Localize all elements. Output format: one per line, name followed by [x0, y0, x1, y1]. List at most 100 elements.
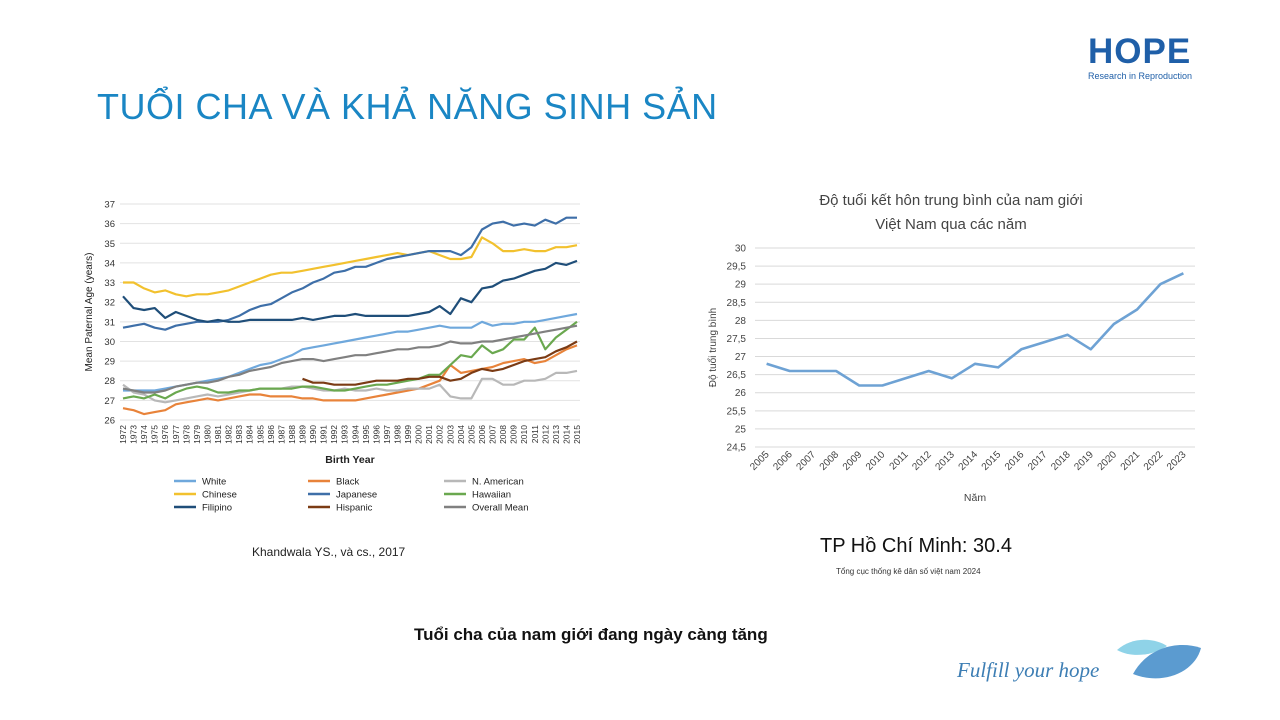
- y-tick-label: 29: [735, 280, 747, 291]
- legend-label: Hawaiian: [472, 490, 511, 501]
- x-tick-label: 1983: [234, 425, 244, 444]
- x-tick-label: 1989: [297, 425, 307, 444]
- x-tick-label: 2009: [509, 425, 519, 444]
- x-tick-label: 1974: [139, 425, 149, 444]
- x-tick-label: 1980: [202, 425, 212, 444]
- x-axis-label: Birth Year: [325, 454, 374, 466]
- vn-marriage-age-chart: Độ tuổi kết hôn trung bình của nam giới V…: [707, 192, 1195, 504]
- x-tick-label: 2004: [456, 425, 466, 444]
- x-tick-label: 2011: [888, 449, 911, 472]
- x-tick-label: 2005: [466, 425, 476, 444]
- x-tick-label: 1995: [361, 425, 371, 444]
- series-line-white: [123, 312, 578, 392]
- x-tick-label: 2007: [488, 425, 498, 444]
- x-tick-label: 2008: [498, 425, 508, 444]
- hcm-source: Tổng cục thống kê dân số việt nam 2024: [836, 567, 981, 576]
- x-tick-label: 1996: [371, 425, 381, 444]
- y-tick-label: 29: [104, 357, 115, 368]
- x-tick-label: 2002: [435, 425, 445, 444]
- legend-label: Filipino: [202, 503, 232, 514]
- x-tick-label: 2011: [530, 425, 540, 444]
- legend-label: N. American: [472, 477, 524, 488]
- y-tick-label: 32: [104, 298, 115, 309]
- x-tick-label: 2010: [864, 449, 888, 473]
- tagline: Fulfill your hope: [957, 658, 1100, 682]
- x-tick-label: 1975: [150, 425, 160, 444]
- x-tick-label: 1985: [255, 425, 265, 444]
- hope-logo: HOPE Research in Reproduction: [1088, 32, 1208, 86]
- paternal-age-chart: 26 27 28 29 30 31 32 33 34 35 36 37 1972 1973 1974 1975…: [84, 200, 582, 514]
- y-tick-label: 25: [735, 424, 747, 435]
- x-tick-label: 2013: [933, 449, 957, 473]
- x-tick-label: 1998: [393, 425, 403, 444]
- series-line-japanese: [122, 216, 577, 331]
- slide-title: TUỔI CHA VÀ KHẢ NĂNG SINH SẢN: [97, 86, 718, 127]
- y-tick-label: 30: [735, 244, 747, 255]
- x-tick-label: 2018: [1049, 449, 1073, 473]
- x-tick-label: 1986: [266, 425, 276, 444]
- y-tick-label: 34: [104, 258, 115, 269]
- legend-label: Hispanic: [336, 503, 373, 514]
- series-line-overall-mean: [122, 324, 578, 394]
- y-tick-label: 26: [104, 416, 115, 427]
- x-tick-label: 2003: [445, 425, 455, 444]
- x-tick-label: 2019: [1072, 449, 1096, 473]
- x-tick-label: 2015: [980, 449, 1004, 473]
- y-tick-label: 26: [735, 388, 747, 399]
- x-tick-label: 1982: [224, 425, 234, 444]
- y-tick-label: 27: [735, 352, 747, 363]
- series-line-filipino: [122, 259, 578, 323]
- y-tick-label: 31: [104, 317, 115, 328]
- x-tick-label: 1976: [160, 425, 170, 444]
- y-tick-label: 35: [104, 239, 115, 250]
- chart-title-line: Độ tuổi kết hôn trung bình của nam giới: [819, 192, 1082, 209]
- x-tick-label: 2023: [1165, 449, 1189, 473]
- x-tick-label: 1992: [329, 425, 339, 444]
- left-citation: Khandwala YS., và cs., 2017: [252, 545, 406, 559]
- y-axis-label: Độ tuổi trung bình: [707, 308, 719, 388]
- x-tick-label: 1993: [340, 425, 350, 444]
- x-tick-label: 2006: [477, 425, 487, 444]
- x-tick-label: 2000: [414, 425, 424, 444]
- legend-label: White: [202, 477, 226, 488]
- x-tick-label: 2006: [771, 449, 795, 473]
- series-line-hispanic: [302, 340, 578, 386]
- legend-label: Japanese: [336, 490, 377, 501]
- legend-label: Overall Mean: [472, 503, 529, 514]
- x-tick-label: 1978: [181, 425, 191, 444]
- logo-text: HOPE: [1088, 32, 1192, 71]
- hcm-stat: TP Hồ Chí Minh: 30.4: [820, 535, 1012, 557]
- x-tick-label: 1981: [213, 425, 223, 444]
- x-tick-label: 1979: [192, 425, 202, 444]
- y-tick-label: 27,5: [727, 334, 747, 345]
- x-axis-label: Năm: [964, 492, 986, 504]
- y-tick-label: 33: [104, 278, 115, 289]
- chart-title-line: Việt Nam qua các năm: [875, 216, 1026, 233]
- x-tick-label: 2022: [1142, 449, 1166, 473]
- x-tick-label: 2005: [748, 449, 772, 473]
- x-tick-label: 2001: [424, 425, 434, 444]
- x-tick-label: 2015: [572, 425, 582, 444]
- x-tick-label: 1994: [350, 425, 360, 444]
- series-line-hawaiian: [122, 320, 578, 400]
- x-tick-label: 2010: [519, 425, 529, 444]
- y-tick-label: 29,5: [727, 262, 747, 273]
- x-tick-label: 1987: [276, 425, 286, 444]
- y-tick-label: 28: [735, 316, 747, 327]
- y-tick-label: 27: [104, 396, 115, 407]
- x-tick-label: 1984: [245, 425, 255, 444]
- legend-label: Black: [336, 477, 359, 488]
- x-tick-label: 2012: [910, 449, 934, 473]
- series-line-marriage-age: [766, 272, 1184, 387]
- series-line-black: [122, 344, 578, 416]
- x-tick-label: 2020: [1096, 449, 1120, 473]
- y-tick-label: 24,5: [727, 443, 747, 454]
- x-tick-label: 1973: [129, 425, 139, 444]
- x-tick-label: 1988: [287, 425, 297, 444]
- y-tick-label: 26,5: [727, 370, 747, 381]
- x-tick-label: 2009: [841, 449, 865, 473]
- y-tick-label: 30: [104, 337, 115, 348]
- y-tick-label: 28,5: [727, 298, 747, 309]
- x-tick-label: 2017: [1026, 449, 1050, 473]
- x-tick-label: 1977: [171, 425, 181, 444]
